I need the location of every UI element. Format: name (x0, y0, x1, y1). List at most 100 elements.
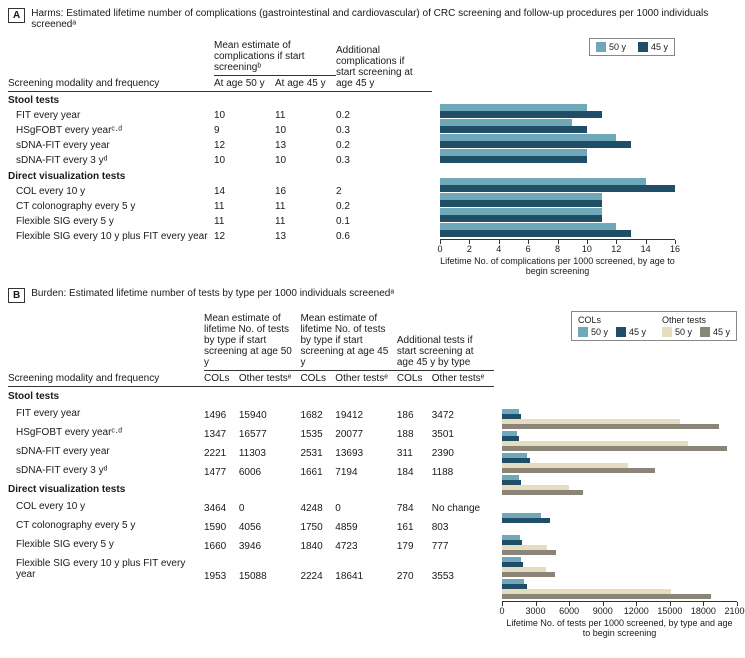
bar (440, 208, 602, 215)
legend-item: 50 y (596, 42, 626, 52)
bar (502, 572, 555, 577)
legend-label: 50 y (609, 42, 626, 52)
col-other: Other testsᵉ (432, 371, 494, 387)
val-50: 11 (214, 199, 275, 214)
chart-b-axis: 030006000900012000150001800021000Lifetim… (502, 601, 737, 630)
col-group-mean: Mean estimate of complications if start … (214, 38, 336, 76)
val-45: 11 (275, 199, 336, 214)
val-45: 13 (275, 138, 336, 153)
val-45: 10 (275, 123, 336, 138)
ca: 784 (397, 497, 432, 516)
o45: 20077 (335, 423, 397, 442)
panel-a-header: A Harms: Estimated lifetime number of co… (8, 8, 737, 30)
bar-group (502, 513, 737, 533)
col-group-45: Mean estimate of lifetime No. of tests b… (300, 311, 396, 371)
bar (440, 193, 602, 200)
table-row: FIT every year1496159401682194121863472 (8, 404, 494, 423)
o45: 7194 (335, 461, 397, 480)
row-label: sDNA-FIT every year (8, 442, 204, 461)
ca: 186 (397, 404, 432, 423)
bar (502, 594, 711, 599)
bar (502, 518, 550, 523)
row-label: sDNA-FIT every 3 yᵈ (8, 461, 204, 480)
col-other: Other testsᵉ (335, 371, 397, 387)
o45: 4723 (335, 535, 397, 554)
panel-b-letter: B (8, 288, 25, 303)
section-header: Stool tests (8, 387, 494, 405)
o50: 16577 (239, 423, 301, 442)
row-label: HSgFOBT every yearᶜ·ᵈ (8, 423, 204, 442)
c50: 1477 (204, 461, 239, 480)
col-additional: Additional complications if start screen… (336, 38, 432, 92)
row-label: Flexible SIG every 5 y (8, 214, 214, 229)
bar (440, 134, 616, 141)
val-45: 10 (275, 153, 336, 168)
c45: 1750 (300, 516, 335, 535)
val-50: 14 (214, 184, 275, 199)
bar-group (502, 475, 737, 495)
bar (440, 156, 587, 163)
bar (440, 223, 616, 230)
c45: 1682 (300, 404, 335, 423)
val-50: 10 (214, 153, 275, 168)
val-50: 12 (214, 229, 275, 244)
c45: 2531 (300, 442, 335, 461)
tick-label: 16 (670, 244, 680, 254)
c45: 4248 (300, 497, 335, 516)
bar-group (440, 119, 675, 133)
tick-label: 2 (467, 244, 472, 254)
row-label: CT colonography every 5 y (8, 199, 214, 214)
o45: 13693 (335, 442, 397, 461)
table-row: sDNA-FIT every year12130.2 (8, 138, 432, 153)
bar-group (440, 223, 675, 237)
row-label: sDNA-FIT every 3 yᵈ (8, 153, 214, 168)
bar-group (502, 453, 737, 473)
legend-label: 50 y (591, 327, 608, 337)
row-label: HSgFOBT every yearᶜ·ᵈ (8, 123, 214, 138)
legend-label: 50 y (675, 327, 692, 337)
panel-b: B Burden: Estimated lifetime number of t… (8, 288, 737, 630)
bar (440, 230, 631, 237)
col-cols: COLs (204, 371, 239, 387)
panel-b-table: Screening modality and frequencyMean est… (8, 311, 494, 584)
legend-group-title: Other tests (662, 315, 730, 325)
bar-group (440, 193, 675, 207)
c50: 1496 (204, 404, 239, 423)
val-45: 11 (275, 214, 336, 229)
panel-b-chart: COLs 50 y 45 y Other tests 50 y 45 y 030006000… (502, 311, 737, 630)
row-label: COL every 10 y (8, 184, 214, 199)
swatch-icon (662, 327, 672, 337)
swatch-icon (638, 42, 648, 52)
tick-label: 18000 (691, 606, 716, 616)
swatch-icon (596, 42, 606, 52)
oa: 2390 (432, 442, 494, 461)
val-add: 0.1 (336, 214, 432, 229)
table-row: sDNA-FIT every 3 yᵈ10100.3 (8, 153, 432, 168)
legend-group-title: COLs (578, 315, 646, 325)
bar (440, 119, 572, 126)
o50: 15088 (239, 554, 301, 584)
bar (502, 446, 727, 451)
bar (440, 126, 587, 133)
val-add: 0.3 (336, 123, 432, 138)
table-row: Flexible SIG every 5 y11110.1 (8, 214, 432, 229)
legend-label: 45 y (629, 327, 646, 337)
panel-b-header: B Burden: Estimated lifetime number of t… (8, 288, 737, 303)
tick-label: 0 (437, 244, 442, 254)
legend-group: COLs 50 y 45 y (578, 315, 646, 337)
o45: 18641 (335, 554, 397, 584)
table-row: COL every 10 y14162 (8, 184, 432, 199)
c50: 3464 (204, 497, 239, 516)
table-row: Flexible SIG every 5 y166039461840472317… (8, 535, 494, 554)
ca: 179 (397, 535, 432, 554)
panel-a-table: Screening modality and frequencyMean est… (8, 38, 432, 244)
row-label: sDNA-FIT every year (8, 138, 214, 153)
table-row: HSgFOBT every yearᶜ·ᵈ9100.3 (8, 123, 432, 138)
c50: 1347 (204, 423, 239, 442)
bar (502, 550, 556, 555)
table-row: Flexible SIG every 10 y plus FIT every y… (8, 229, 432, 244)
c50: 1953 (204, 554, 239, 584)
val-50: 9 (214, 123, 275, 138)
val-add: 0.2 (336, 108, 432, 123)
o50: 6006 (239, 461, 301, 480)
